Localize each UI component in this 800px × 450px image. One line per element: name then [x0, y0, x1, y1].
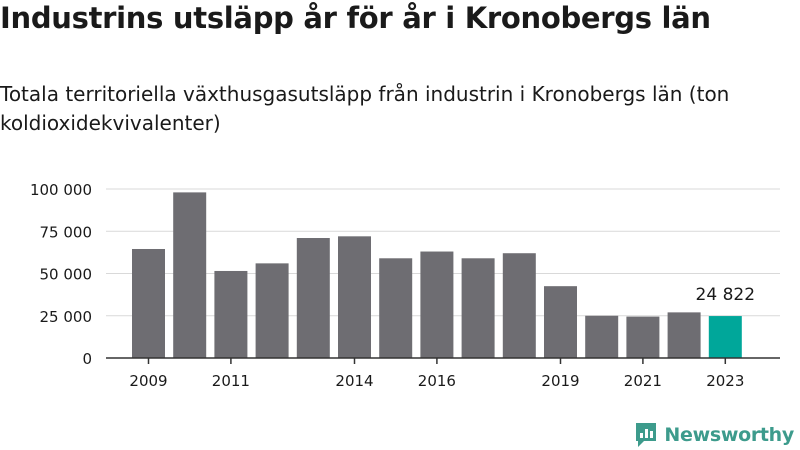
y-tick-label: 50 000 [40, 266, 93, 284]
data-labels: 24 822 [696, 285, 755, 305]
newsworthy-logo-icon [636, 423, 657, 447]
bar-2009 [132, 248, 165, 358]
bar-2015 [379, 258, 413, 358]
x-tick-label: 2014 [335, 372, 373, 390]
bar-2017 [461, 258, 495, 358]
x-tick-label: 2016 [418, 372, 456, 390]
x-tick-label: 2023 [706, 372, 744, 390]
bar-2023 [708, 316, 742, 358]
bar-2016 [420, 251, 454, 358]
y-axis-ticks: 0 25 000 50 000 75 000 100 000 [30, 181, 92, 368]
y-tick-label: 25 000 [40, 308, 93, 326]
bar-2021 [626, 316, 660, 358]
chart-subtitle: Totala territoriella växthusgasutsläpp f… [0, 82, 730, 135]
x-axis-ticks: 2009 2011 2014 2016 2019 2021 2023 [129, 358, 744, 390]
y-tick-label: 100 000 [30, 181, 92, 199]
bar-2010 [173, 192, 207, 358]
bar-2012 [255, 263, 289, 358]
newsworthy-brand: Newsworthy [634, 420, 794, 450]
bar-2018 [502, 253, 536, 358]
bar-2013 [296, 238, 330, 358]
x-tick-label: 2021 [624, 372, 662, 390]
bar-2020 [585, 315, 619, 358]
x-tick-label: 2011 [212, 372, 250, 390]
bar-2011 [214, 270, 248, 358]
y-tick-label: 0 [82, 350, 92, 368]
bar-2019 [544, 286, 577, 358]
x-tick-label: 2019 [541, 372, 579, 390]
x-tick-label: 2009 [129, 372, 167, 390]
bars [132, 192, 742, 358]
bar-2022 [667, 312, 701, 358]
chart-title: Industrins utsläpp år för år i Kronoberg… [0, 1, 711, 35]
bar-2014 [338, 236, 371, 358]
brand-name: Newsworthy [664, 424, 794, 446]
data-label-highlight: 24 822 [696, 285, 755, 305]
y-tick-label: 75 000 [40, 223, 93, 241]
